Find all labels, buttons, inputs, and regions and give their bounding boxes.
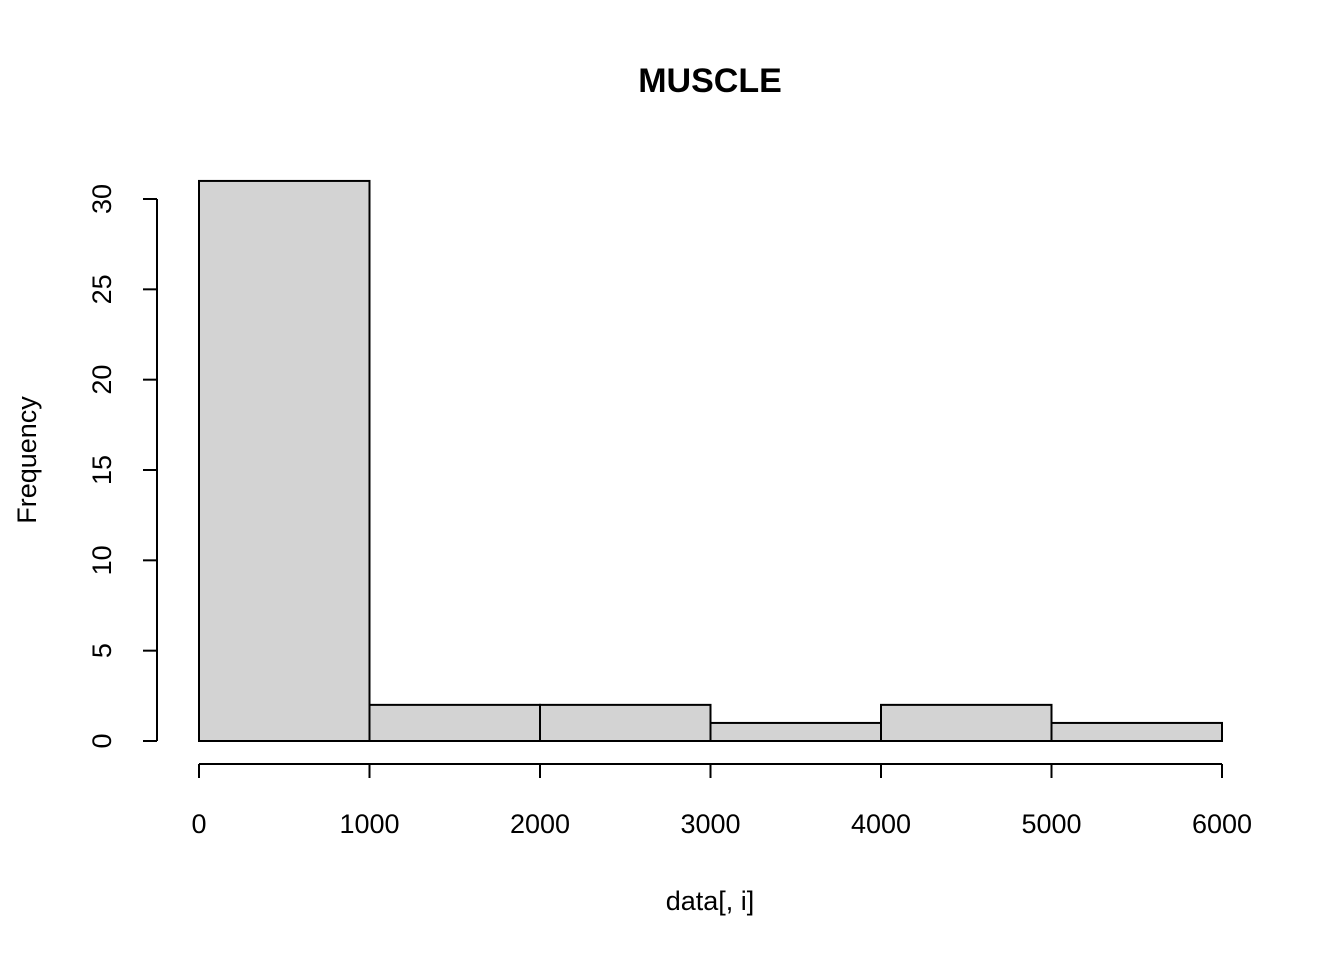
histogram-bar-2 [539, 703, 712, 742]
y-axis-label: Frequency [12, 396, 42, 524]
x-axis-label: data[, i] [666, 886, 755, 916]
histogram-bar-0 [198, 179, 371, 742]
histogram-bar-1 [368, 703, 541, 742]
y-tick-label-6: 30 [87, 184, 117, 214]
x-tick-label-0: 0 [191, 809, 206, 839]
y-tick-label-3: 15 [87, 455, 117, 485]
x-tick-label-1: 1000 [339, 809, 399, 839]
y-axis: 0 5 10 15 20 25 30 [87, 184, 158, 749]
y-tick-label-4: 20 [87, 365, 117, 395]
histogram-bar-4 [880, 703, 1053, 742]
histogram-bar-5 [1050, 721, 1223, 743]
x-tick-label-2: 2000 [510, 809, 570, 839]
x-tick-label-4: 4000 [851, 809, 911, 839]
y-tick-label-1: 5 [87, 643, 117, 658]
x-tick-label-3: 3000 [680, 809, 740, 839]
x-tick-label-6: 6000 [1192, 809, 1252, 839]
y-tick-label-5: 25 [87, 274, 117, 304]
histogram-bar-3 [709, 721, 882, 743]
y-tick-label-0: 0 [87, 733, 117, 748]
x-axis: 0 1000 2000 3000 4000 5000 6000 [191, 763, 1252, 839]
bars-group [198, 179, 1223, 743]
y-tick-label-2: 10 [87, 545, 117, 575]
x-tick-label-5: 5000 [1021, 809, 1081, 839]
chart-title: MUSCLE [638, 62, 782, 100]
